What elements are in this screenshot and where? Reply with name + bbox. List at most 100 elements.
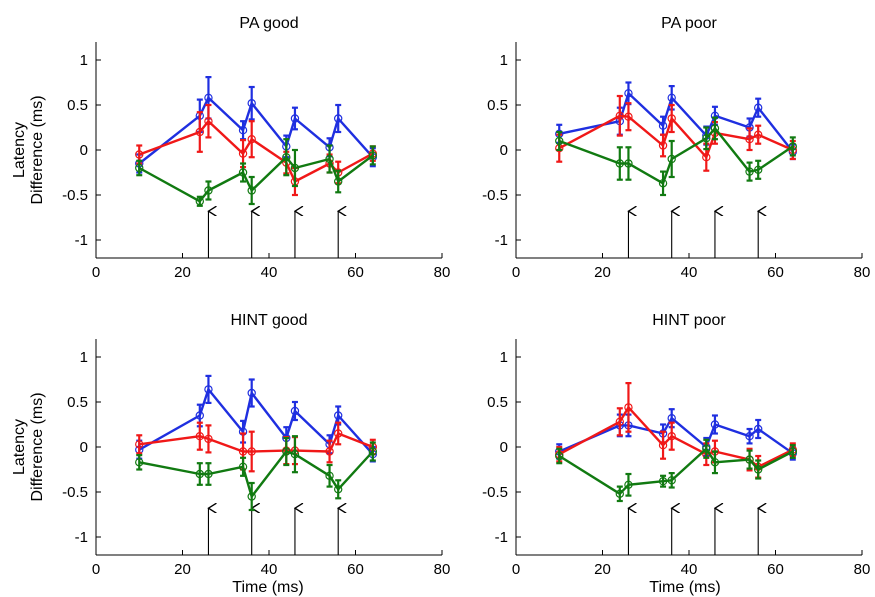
data-point: [615, 159, 625, 168]
data-point: [247, 134, 256, 144]
error-bar: [660, 133, 667, 158]
data-point: [624, 480, 633, 489]
data-point: [325, 154, 334, 164]
data-point: [135, 163, 144, 173]
series-blue: [135, 75, 377, 174]
x-tick-label: 20: [174, 264, 191, 281]
data-point: [624, 89, 633, 98]
data-point: [290, 114, 300, 123]
data-point: [334, 429, 343, 438]
y-tick-label: 1: [500, 52, 508, 69]
error-bar: [746, 449, 753, 470]
xlabel-left: Time (ms): [232, 579, 303, 596]
data-point: [624, 112, 633, 121]
subplot-hint-good: HINT good -1 -0.5 0 0.5 1 0 20 40 60 80: [62, 312, 450, 578]
series-line: [138, 388, 374, 455]
data-point: [204, 186, 213, 195]
y-tick-label: 1: [80, 52, 88, 69]
x-tick-label: 20: [174, 561, 191, 578]
series-line: [138, 96, 374, 165]
x-tick-label: 20: [594, 561, 611, 578]
x-tick-label: 0: [512, 264, 520, 281]
error-bar: [711, 116, 718, 141]
data-point: [745, 432, 754, 441]
ylabel-line-2: Difference (ms): [29, 95, 46, 204]
data-point: [282, 152, 291, 162]
error-bar: [248, 378, 255, 408]
error-bar: [283, 138, 290, 177]
error-bar: [335, 103, 342, 134]
y-tick-label: -0.5: [482, 187, 508, 204]
data-point: [290, 163, 300, 173]
data-point: [745, 134, 754, 144]
x-tick-label: 80: [854, 264, 871, 281]
data-point: [745, 167, 754, 176]
error-bar: [240, 456, 247, 477]
x-tick-label: 0: [512, 561, 520, 578]
error-bar: [205, 374, 212, 404]
error-bar: [136, 454, 143, 471]
error-bar: [283, 436, 290, 467]
error-bar: [660, 430, 667, 460]
data-point: [195, 411, 204, 420]
series-line: [558, 417, 794, 455]
data-point: [710, 420, 720, 429]
x-tick-label: 80: [854, 561, 871, 578]
error-bar: [616, 407, 623, 437]
error-bar: [711, 414, 718, 435]
data-point: [754, 130, 763, 139]
error-bar: [556, 447, 563, 465]
data-point: [555, 136, 564, 146]
data-point: [135, 458, 144, 467]
error-bar: [291, 400, 298, 422]
error-bar: [625, 146, 632, 181]
y-tick-label: 0: [80, 142, 88, 159]
error-bar: [335, 479, 342, 500]
error-bar: [136, 159, 143, 177]
x-tick-label: 60: [347, 264, 364, 281]
data-point: [368, 447, 377, 456]
data-point: [247, 492, 256, 501]
error-bar: [248, 175, 255, 206]
ylabel-line-1: Latency: [11, 122, 28, 178]
error-bar: [136, 434, 143, 455]
data-point: [555, 451, 564, 461]
error-bar: [625, 382, 632, 433]
x-tick-label: 40: [261, 561, 278, 578]
error-bar: [789, 136, 796, 157]
data-point: [624, 403, 633, 412]
error-bar: [291, 148, 298, 188]
error-bar: [248, 120, 255, 159]
x-tick-label: 60: [767, 264, 784, 281]
data-point: [702, 444, 711, 453]
data-point: [290, 450, 300, 459]
subplot-pa-poor: PA poor -1 -0.5 0 0.5 1 0 20 40 60 80: [482, 15, 870, 281]
y-tick-label: 0.5: [487, 97, 508, 114]
data-point: [247, 388, 256, 398]
error-bar: [755, 124, 762, 145]
error-bar: [240, 162, 247, 183]
data-point: [754, 165, 763, 174]
data-point: [135, 150, 144, 159]
error-bar: [291, 435, 298, 474]
y-tick-label: -0.5: [62, 187, 88, 204]
ylabel-line-2: Difference (ms): [29, 392, 46, 501]
data-point: [238, 168, 248, 177]
y-tick-label: -1: [495, 529, 508, 546]
data-point: [658, 441, 668, 450]
error-bar: [711, 450, 718, 475]
y-tick-label: 0: [500, 439, 508, 456]
x-tick-label: 0: [92, 561, 100, 578]
data-point: [615, 111, 625, 121]
error-bar: [755, 97, 762, 118]
x-tick-label: 80: [434, 561, 451, 578]
error-bar: [755, 418, 762, 440]
error-bar: [660, 170, 667, 197]
y-tick-label: 0.5: [67, 97, 88, 114]
error-bar: [335, 169, 342, 194]
ylabel-bottom: Latency Difference (ms): [11, 392, 46, 501]
data-point: [204, 116, 213, 126]
data-point: [658, 477, 668, 486]
y-tick-label: -1: [495, 232, 508, 249]
